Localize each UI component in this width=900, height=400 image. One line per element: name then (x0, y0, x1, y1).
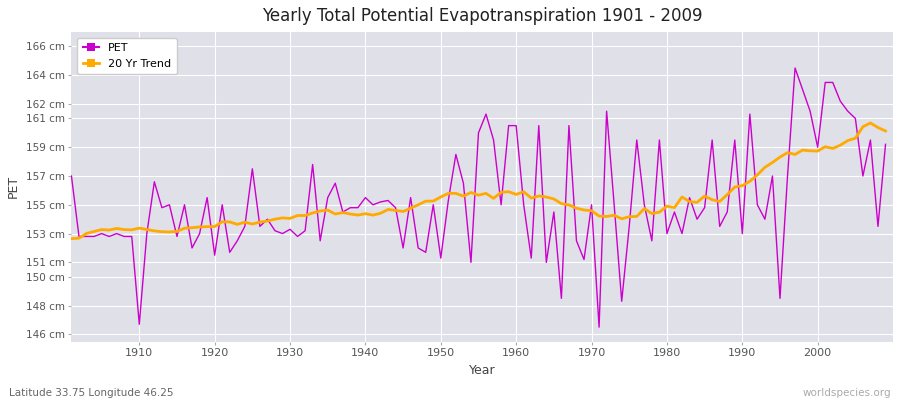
Legend: PET, 20 Yr Trend: PET, 20 Yr Trend (77, 38, 176, 74)
X-axis label: Year: Year (469, 364, 496, 377)
Text: worldspecies.org: worldspecies.org (803, 388, 891, 398)
Title: Yearly Total Potential Evapotranspiration 1901 - 2009: Yearly Total Potential Evapotranspiratio… (262, 7, 703, 25)
Y-axis label: PET: PET (7, 175, 20, 198)
Text: Latitude 33.75 Longitude 46.25: Latitude 33.75 Longitude 46.25 (9, 388, 174, 398)
